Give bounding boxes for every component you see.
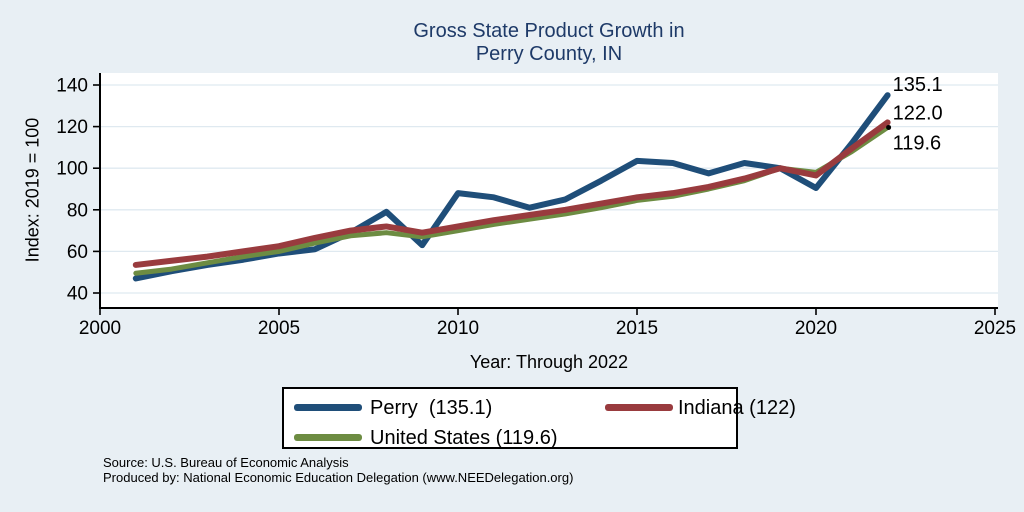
y-axis-title: Index: 2019 = 100 [22,117,43,263]
indiana-legend-label: Indiana (122) [678,397,796,419]
united-states-legend-label: United States (119.6) [370,427,558,449]
perry-legend-swatch [294,404,362,411]
indiana-legend-swatch [605,404,673,411]
svg-text:2000: 2000 [79,318,121,339]
svg-text:100: 100 [56,159,88,180]
produced-by-line: Produced by: National Economic Education… [103,469,574,485]
svg-text:2020: 2020 [795,318,837,339]
legend: Perry (135.1) Indiana (122) United State… [282,387,796,449]
svg-text:2010: 2010 [437,318,479,339]
svg-text:140: 140 [56,76,88,97]
svg-text:2005: 2005 [258,318,300,339]
source-note: Source: U.S. Bureau of Economic Analysis… [103,455,574,485]
svg-text:122.0: 122.0 [893,102,943,124]
svg-text:40: 40 [67,284,88,305]
united-states-legend-swatch [294,434,362,441]
svg-text:2015: 2015 [616,318,658,339]
svg-text:2025: 2025 [974,318,1016,339]
source-line: Source: U.S. Bureau of Economic Analysis [103,455,349,470]
perry-legend-label: Perry (135.1) [370,397,493,419]
chart-title-line2: Perry County, IN [475,43,623,65]
svg-text:135.1: 135.1 [893,74,943,96]
chart-title: Gross State Product Growth in Perry Coun… [100,20,998,66]
svg-text:119.6: 119.6 [893,132,942,154]
svg-text:80: 80 [67,200,88,221]
svg-text:60: 60 [67,242,88,263]
x-axis-title: Year: Through 2022 [469,352,629,372]
svg-text:120: 120 [56,117,88,138]
chart-title-line1: Gross State Product Growth in [413,20,685,42]
